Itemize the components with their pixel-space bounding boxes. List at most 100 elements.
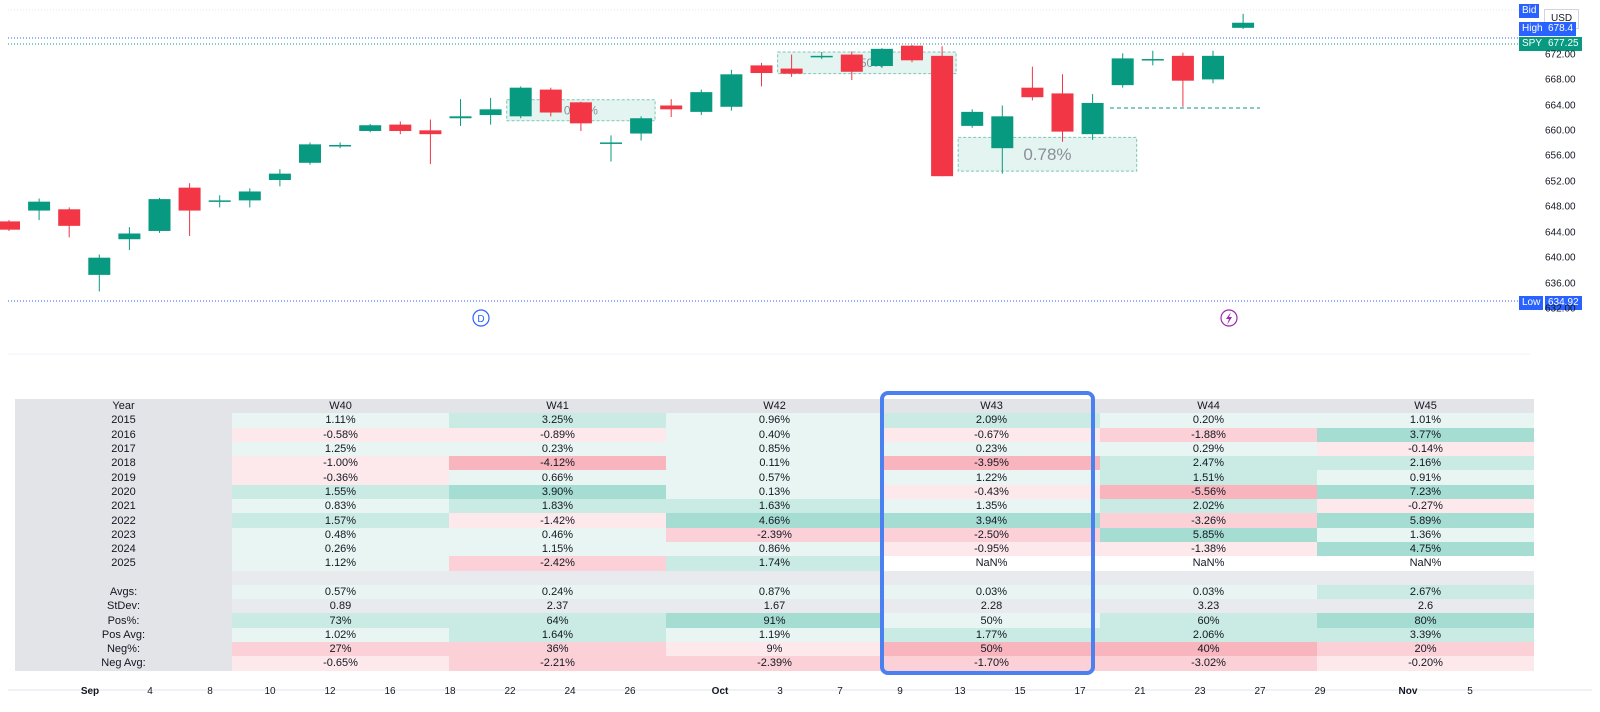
table-cell: 0.11% xyxy=(666,456,883,471)
candle-body xyxy=(991,116,1014,149)
candle-body xyxy=(690,92,713,112)
candle-body xyxy=(780,68,803,74)
candle-body xyxy=(238,191,261,201)
table-cell: -3.95% xyxy=(883,456,1100,471)
table-cell: 2.37 xyxy=(449,599,666,614)
row-label: 2015 xyxy=(15,413,232,428)
table-cell: -0.27% xyxy=(1317,499,1534,514)
row-label: Neg Avg: xyxy=(15,656,232,671)
low-label-badge: Low xyxy=(1519,296,1544,310)
table-cell: 0.24% xyxy=(449,584,666,600)
table-cell: 1.74% xyxy=(666,556,883,571)
table-cell: 1.01% xyxy=(1317,413,1534,428)
table-cell: 50% xyxy=(883,613,1100,628)
stats-row: Avgs: 0.57% 0.24% 0.87% 0.03% 0.03% 2.67% xyxy=(15,584,1534,600)
price-tick-label: 668.00 xyxy=(1545,74,1576,86)
table-cell: 1.77% xyxy=(883,627,1100,643)
candle-body xyxy=(88,257,111,275)
table-row: 2020 1.55% 3.90% 0.13% -0.43% -5.56% 7.23% xyxy=(15,484,1534,500)
row-label: 2017 xyxy=(15,441,232,457)
table-cell: NaN% xyxy=(1317,556,1534,571)
row-label: 2021 xyxy=(15,499,232,514)
time-tick-label: 21 xyxy=(1134,686,1146,697)
dividend-marker-icon xyxy=(472,309,490,327)
table-cell: -2.42% xyxy=(449,556,666,571)
table-cell: 0.23% xyxy=(449,441,666,457)
table-cell: 9% xyxy=(666,642,883,657)
table-cell: 2.67% xyxy=(1317,584,1534,600)
table-cell: 1.25% xyxy=(232,441,449,457)
candle-body xyxy=(1202,55,1224,80)
table-row: 2021 0.83% 1.83% 1.63% 1.35% 2.02% -0.27% xyxy=(15,499,1534,514)
table-cell: -0.36% xyxy=(232,470,449,485)
table-cell: -0.58% xyxy=(232,427,449,442)
table-cell: 0.03% xyxy=(1100,584,1317,600)
candle-body xyxy=(1111,58,1134,86)
table-cell: 1.36% xyxy=(1317,527,1534,542)
table-cell: 3.90% xyxy=(449,484,666,500)
candle-body xyxy=(750,65,773,74)
table-cell: W43 xyxy=(883,399,1100,414)
price-tick-label: 632.00 xyxy=(1545,303,1576,315)
table-cell: 0.57% xyxy=(232,584,449,600)
table-cell: 2.09% xyxy=(883,413,1100,428)
time-tick-label: 5 xyxy=(1467,686,1473,697)
table-cell: 0.96% xyxy=(666,413,883,428)
candle-body xyxy=(1141,59,1164,61)
price-tick-label: 672.00 xyxy=(1545,49,1576,61)
table-cell: W41 xyxy=(449,399,666,414)
table-cell: 1.67 xyxy=(666,599,883,614)
table-cell: W45 xyxy=(1317,399,1534,414)
table-cell: 1.35% xyxy=(883,499,1100,514)
table-cell: -2.39% xyxy=(666,656,883,671)
table-cell: 0.40% xyxy=(666,427,883,442)
table-cell: 2.47% xyxy=(1100,456,1317,471)
table-row: 2023 0.48% 0.46% -2.39% -2.50% 5.85% 1.36% xyxy=(15,527,1534,542)
table-cell: 50% xyxy=(883,642,1100,657)
candle-body xyxy=(329,144,352,147)
stats-row: Pos%: 73% 64% 91% 50% 60% 80% xyxy=(15,613,1534,628)
table-cell: -1.70% xyxy=(883,656,1100,671)
time-tick-label: Sep xyxy=(80,686,100,697)
high-label-badge: High xyxy=(1519,22,1546,36)
table-cell: 40% xyxy=(1100,642,1317,657)
table-cell: -1.88% xyxy=(1100,427,1317,442)
seasonality-table-panel: Year W40 W41 W42 W43 W44 W45 2015 1.11% 3.25% 0.96… xyxy=(15,399,1535,671)
table-row: 2018 -1.00% -4.12% 0.11% -3.95% 2.47% 2.16% xyxy=(15,456,1534,471)
time-tick-label: 3 xyxy=(777,686,783,697)
candle-body xyxy=(28,201,51,211)
table-cell: 2.06% xyxy=(1100,627,1317,643)
table-cell: -4.12% xyxy=(449,456,666,471)
stats-row: Neg%: 27% 36% 9% 50% 40% 20% xyxy=(15,642,1534,657)
table-cell: 1.64% xyxy=(449,627,666,643)
table-cell: 0.85% xyxy=(666,441,883,457)
low-value-badge: 634.92 xyxy=(1545,296,1582,310)
table-cell: -2.21% xyxy=(449,656,666,671)
time-tick-label: 7 xyxy=(837,686,843,697)
candle-body xyxy=(539,89,562,113)
table-cell: 4.75% xyxy=(1317,541,1534,557)
candle-body xyxy=(389,124,412,131)
table-cell: -0.14% xyxy=(1317,441,1534,457)
stats-row: Neg Avg: -0.65% -2.21% -2.39% -1.70% -3.02% -0… xyxy=(15,656,1534,671)
table-cell: 0.26% xyxy=(232,541,449,557)
candle-body xyxy=(509,87,532,117)
last-price-badge: 677.25 xyxy=(1545,37,1582,51)
candle-body xyxy=(359,125,382,131)
table-cell: 0.91% xyxy=(1317,470,1534,485)
spacer-cell xyxy=(666,570,883,585)
price-tick-label: 648.00 xyxy=(1545,201,1576,213)
projection-label: 0.78% xyxy=(1023,145,1071,164)
table-cell: 0.48% xyxy=(232,527,449,542)
row-label: 2019 xyxy=(15,470,232,485)
candle-body xyxy=(1081,102,1104,135)
time-tick-label: 10 xyxy=(264,686,276,697)
table-cell: 0.29% xyxy=(1100,441,1317,457)
table-cell: 3.77% xyxy=(1317,427,1534,442)
time-tick-label: Nov xyxy=(1398,686,1418,697)
table-cell: 0.57% xyxy=(666,470,883,485)
table-cell: 0.86% xyxy=(666,541,883,557)
table-cell: 2.02% xyxy=(1100,499,1317,514)
table-cell: 1.19% xyxy=(666,627,883,643)
